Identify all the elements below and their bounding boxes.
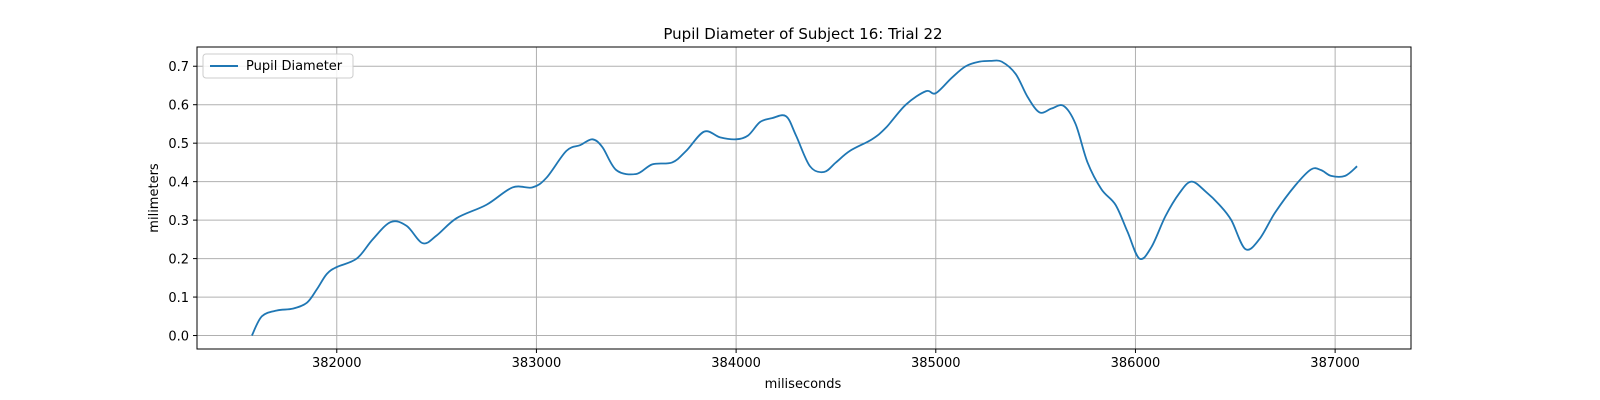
- y-axis-title: milimeters: [147, 163, 162, 233]
- y-tick-label: 0.1: [168, 291, 189, 306]
- chart-title: Pupil Diameter of Subject 16: Trial 22: [663, 25, 942, 43]
- y-tick-label: 0.3: [168, 214, 189, 229]
- x-tick-label: 382000: [312, 356, 362, 371]
- y-tick-label: 0.2: [168, 253, 189, 268]
- grid: [197, 47, 1411, 349]
- plot-area: [196, 46, 1412, 350]
- x-axis: 382000 383000 384000 385000 386000 387000: [312, 349, 1360, 371]
- legend: Pupil Diameter: [202, 53, 354, 79]
- legend-label: Pupil Diameter: [246, 59, 343, 74]
- series-group: [251, 59, 1358, 336]
- x-tick-label: 384000: [711, 356, 761, 371]
- x-tick-label: 387000: [1310, 356, 1360, 371]
- x-tick-label: 386000: [1111, 356, 1161, 371]
- y-tick-label: 0.6: [168, 99, 189, 114]
- legend-box: [202, 53, 354, 79]
- x-axis-title: miliseconds: [765, 377, 842, 392]
- y-tick-label: 0.5: [168, 137, 189, 152]
- x-tick-label: 385000: [911, 356, 961, 371]
- y-axis: 0.0 0.1 0.2 0.3 0.4 0.5 0.6 0.7: [168, 60, 197, 345]
- x-tick-label: 383000: [512, 356, 562, 371]
- series-line-pupil-diameter: [251, 59, 1358, 336]
- y-tick-label: 0.0: [168, 330, 189, 345]
- y-tick-label: 0.7: [168, 60, 189, 75]
- y-tick-label: 0.4: [168, 176, 189, 191]
